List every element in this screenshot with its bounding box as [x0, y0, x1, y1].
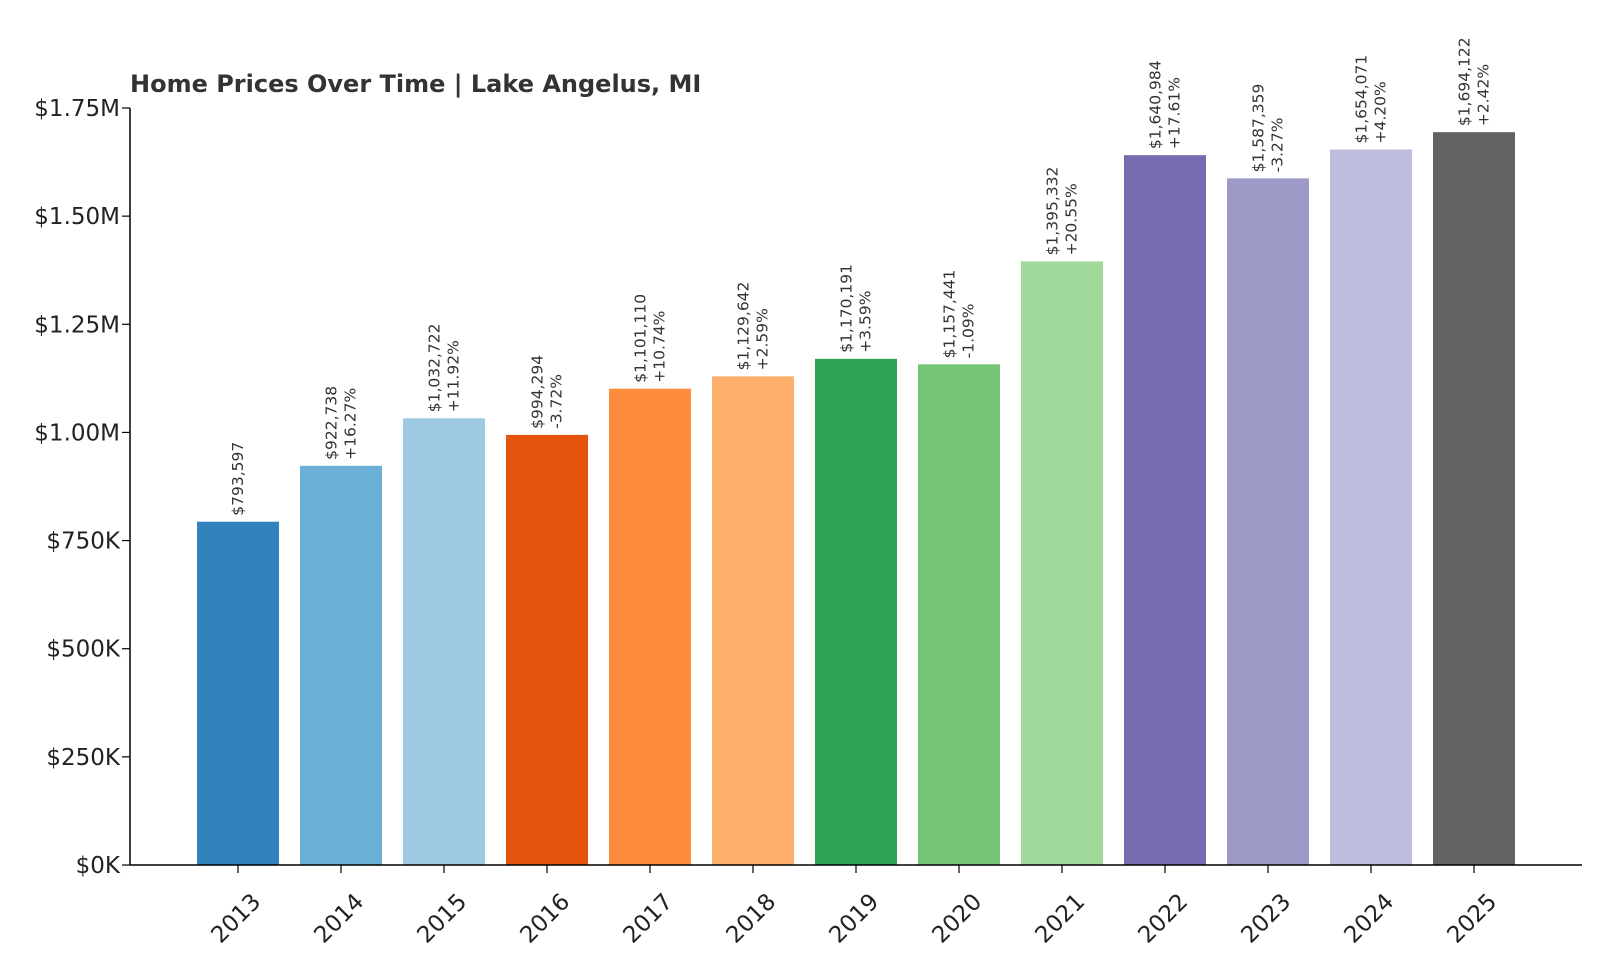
x-tick-label-2019: 2019 [824, 889, 884, 949]
value-label-2020: $1,157,441 [941, 270, 959, 359]
x-tick-label-2022: 2022 [1133, 889, 1193, 949]
change-label-2021: +20.55% [1063, 183, 1081, 255]
change-label-2014: +16.27% [342, 388, 360, 460]
change-label-2024: +4.20% [1372, 81, 1390, 143]
y-tick-label: $500K [46, 637, 121, 663]
value-label-2023: $1,587,359 [1250, 84, 1268, 173]
bar-2024 [1330, 149, 1412, 865]
bar-2021 [1021, 261, 1103, 865]
data-labels: $793,597 $922,738 +16.27% $1,032,722 +11.92%… [229, 37, 1493, 515]
value-label-2017: $1,101,110 [632, 294, 650, 383]
change-label-2017: +10.74% [651, 311, 669, 383]
change-label-2020: -1.09% [960, 303, 978, 358]
x-tick-label-2025: 2025 [1442, 889, 1502, 949]
bar-2020 [918, 364, 1000, 865]
y-tick-label: $1.25M [34, 312, 120, 338]
y-axis: $0K $250K $500K $750K $1.00M $1.25M $1.50M $1.7… [34, 96, 131, 879]
value-label-2021: $1,395,332 [1044, 167, 1062, 256]
value-label-2022: $1,640,984 [1147, 60, 1165, 149]
bar-2018 [712, 376, 794, 865]
x-tick-label-2020: 2020 [927, 889, 987, 949]
y-tick-label: $1.75M [34, 96, 120, 122]
x-axis: 2013 2014 2015 2016 2017 2018 2019 2020 2021 2022… [130, 864, 1582, 949]
x-tick-label-2014: 2014 [309, 889, 369, 949]
bar-2013 [197, 521, 279, 865]
bar-2015 [403, 418, 485, 865]
value-label-2018: $1,129,642 [735, 282, 753, 371]
chart-title: Home Prices Over Time | Lake Angelus, MI [130, 70, 701, 98]
bar-2022 [1124, 155, 1206, 865]
change-label-2015: +11.92% [445, 340, 463, 412]
bars [197, 132, 1515, 866]
bar-2023 [1227, 178, 1309, 865]
x-tick-label-2021: 2021 [1030, 889, 1090, 949]
value-label-2019: $1,170,191 [838, 264, 856, 353]
y-tick-label: $1.00M [34, 420, 120, 446]
x-tick-label-2017: 2017 [618, 889, 678, 949]
x-tick-label-2013: 2013 [206, 889, 266, 949]
value-label-2016: $994,294 [529, 355, 547, 429]
change-label-2019: +3.59% [857, 291, 875, 353]
y-tick-label: $1.50M [34, 204, 120, 230]
value-label-2025: $1,694,122 [1456, 37, 1474, 126]
x-tick-label-2018: 2018 [721, 889, 781, 949]
x-tick-label-2024: 2024 [1339, 889, 1399, 949]
bar-2017 [609, 388, 691, 865]
value-label-2013: $793,597 [229, 442, 247, 516]
change-label-2023: -3.27% [1269, 118, 1287, 173]
y-tick-label: $250K [46, 745, 121, 771]
value-label-2015: $1,032,722 [426, 324, 444, 413]
change-label-2018: +2.59% [754, 308, 772, 370]
bar-2025 [1433, 132, 1515, 866]
value-label-2024: $1,654,071 [1353, 55, 1371, 144]
x-tick-label-2023: 2023 [1236, 889, 1296, 949]
bar-2019 [815, 358, 897, 865]
value-label-2014: $922,738 [323, 386, 341, 460]
x-tick-label-2015: 2015 [412, 889, 472, 949]
x-tick-label-2016: 2016 [515, 889, 575, 949]
bar-2014 [300, 465, 382, 865]
y-tick-label: $750K [46, 529, 121, 555]
bar-2016 [506, 434, 588, 865]
y-tick-label: $0K [76, 853, 121, 879]
change-label-2016: -3.72% [548, 374, 566, 429]
change-label-2025: +2.42% [1475, 64, 1493, 126]
change-label-2022: +17.61% [1166, 77, 1184, 149]
